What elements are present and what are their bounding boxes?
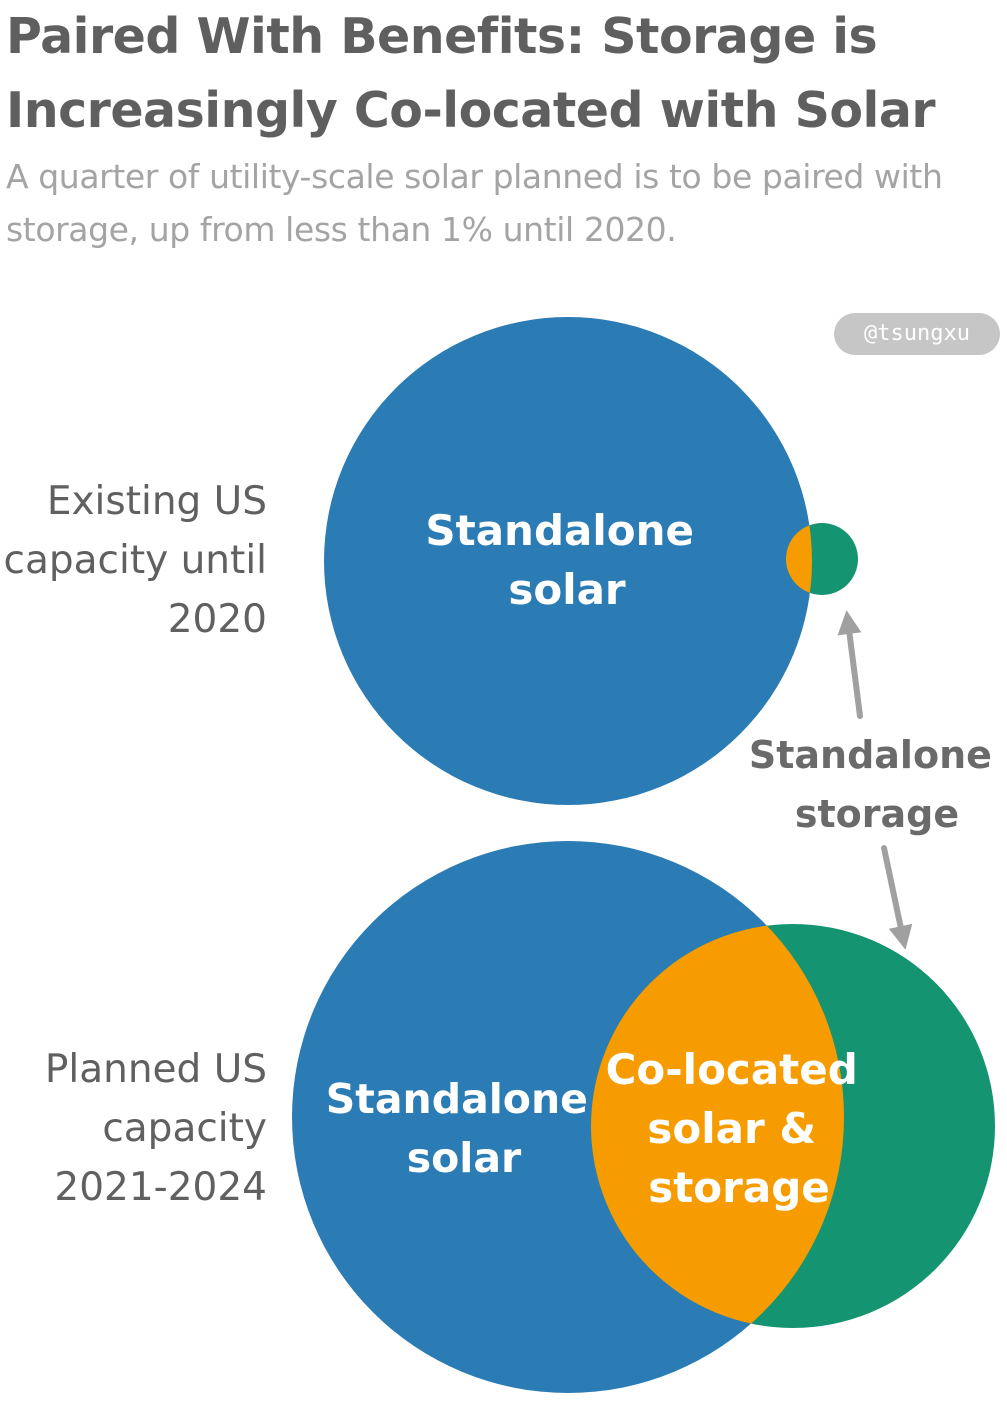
standalone-storage-label: Standalone storage bbox=[749, 733, 1005, 836]
page-subtitle: A quarter of utility-scale solar planned… bbox=[6, 157, 943, 249]
credit-badge: @tsungxu bbox=[834, 313, 1000, 355]
arrow-up-icon bbox=[837, 610, 863, 719]
planned-colocated-overlap bbox=[591, 924, 844, 1328]
planned-solar-label: Standalone solar bbox=[326, 1075, 603, 1182]
planned-colocated-label: Co-located solar & storage bbox=[606, 1045, 873, 1212]
arrow-down-icon bbox=[881, 845, 913, 950]
standalone-storage-annotation: Standalone storage bbox=[749, 610, 1005, 950]
existing-colocated-overlap bbox=[786, 523, 812, 595]
venn-planned: Standalone solar Co-located solar & stor… bbox=[292, 841, 995, 1393]
page-title: Paired With Benefits: Storage is Increas… bbox=[6, 8, 936, 139]
existing-solar-label: Standalone solar bbox=[425, 506, 708, 614]
existing-standalone-solar-circle bbox=[324, 317, 812, 805]
row-label-planned: Planned US capacity 2021-2024 bbox=[44, 1047, 267, 1210]
row-label-existing: Existing US capacity until 2020 bbox=[3, 479, 267, 642]
venn-existing: Standalone solar bbox=[324, 317, 858, 805]
